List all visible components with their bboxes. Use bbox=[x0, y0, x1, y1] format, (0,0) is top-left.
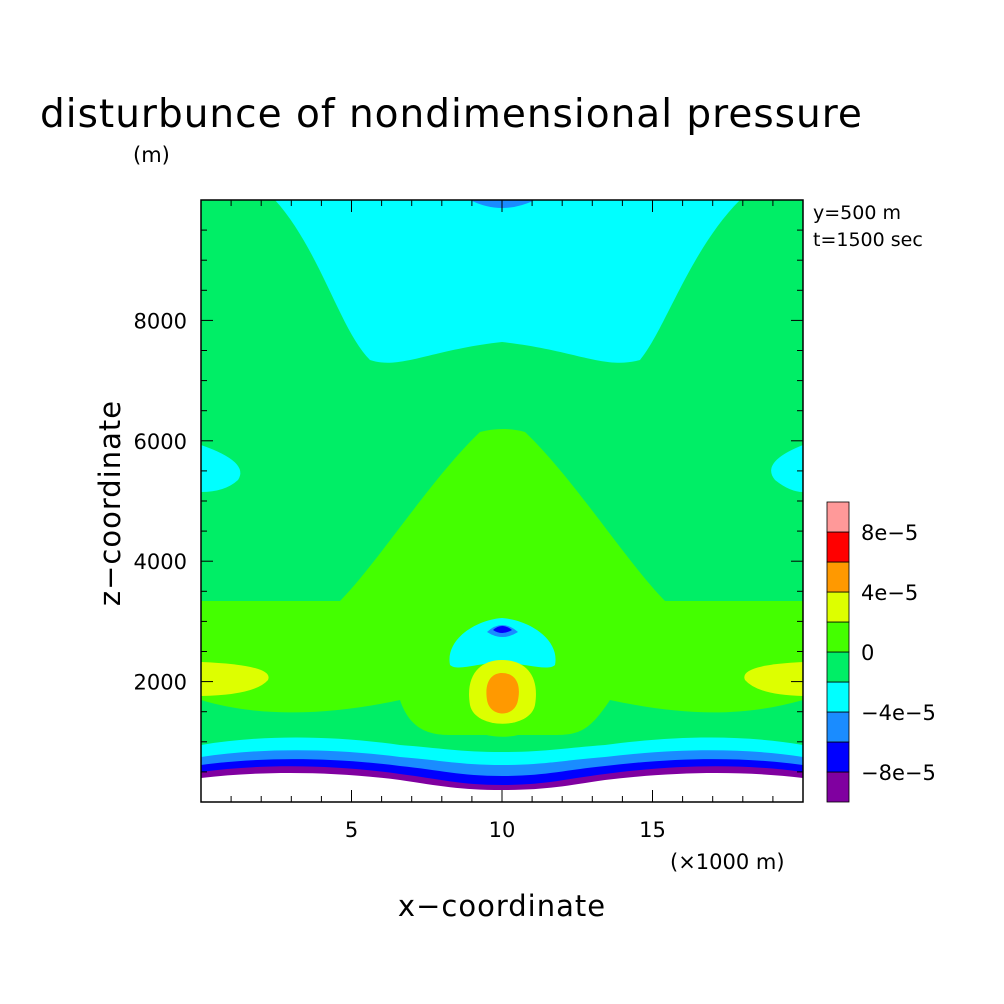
colorbar-swatch bbox=[826, 651, 850, 683]
colorbar-swatch bbox=[826, 561, 850, 593]
colorbar-swatch bbox=[826, 531, 850, 563]
y-tick-label: 6000 bbox=[134, 430, 187, 454]
colorbar-swatch bbox=[826, 591, 850, 623]
x-tick-label: 15 bbox=[639, 818, 666, 842]
colorbar-swatch bbox=[826, 621, 850, 653]
colorbar-swatch bbox=[826, 501, 850, 533]
axis-ticks: 5 10 15 2000 4000 6000 8000 bbox=[134, 200, 803, 842]
central-negative-cell bbox=[449, 618, 556, 668]
colorbar: 8e−5 4e−5 0 −4e−5 −8e−5 bbox=[826, 501, 936, 803]
colorbar-label: 4e−5 bbox=[861, 581, 918, 605]
chart-units: (m) bbox=[133, 143, 170, 167]
chart-title: disturbunce of nondimensional pressure bbox=[40, 92, 863, 137]
y-tick-label: 8000 bbox=[134, 309, 187, 333]
colorbar-swatch bbox=[826, 771, 850, 803]
annotation-time: t=1500 sec bbox=[813, 229, 923, 251]
central-negative-cell-core bbox=[493, 626, 512, 633]
contour-field bbox=[201, 200, 803, 802]
y-tick-label: 2000 bbox=[134, 671, 187, 695]
upper-negative-band bbox=[275, 200, 740, 363]
colorbar-swatch bbox=[826, 681, 850, 713]
colorbar-swatch bbox=[826, 741, 850, 773]
x-tick-label: 10 bbox=[489, 818, 516, 842]
colorbar-swatch bbox=[826, 711, 850, 743]
left-positive-band bbox=[201, 662, 269, 696]
y-tick-label: 4000 bbox=[134, 550, 187, 574]
colorbar-label: 8e−5 bbox=[861, 521, 918, 545]
left-side-negative-band bbox=[201, 445, 241, 492]
colorbar-label: −8e−5 bbox=[861, 761, 936, 785]
annotation-y-position: y=500 m bbox=[813, 202, 901, 224]
colorbar-label: −4e−5 bbox=[861, 701, 936, 725]
x-axis-label: x−coordinate bbox=[397, 889, 607, 923]
central-positive-cell-core bbox=[486, 673, 519, 714]
x-tick-label: 5 bbox=[345, 818, 358, 842]
colorbar-label: 0 bbox=[861, 641, 874, 665]
x-axis-unit: (×1000 m) bbox=[670, 850, 785, 874]
right-positive-band bbox=[744, 662, 803, 696]
right-side-negative-band bbox=[771, 445, 803, 492]
